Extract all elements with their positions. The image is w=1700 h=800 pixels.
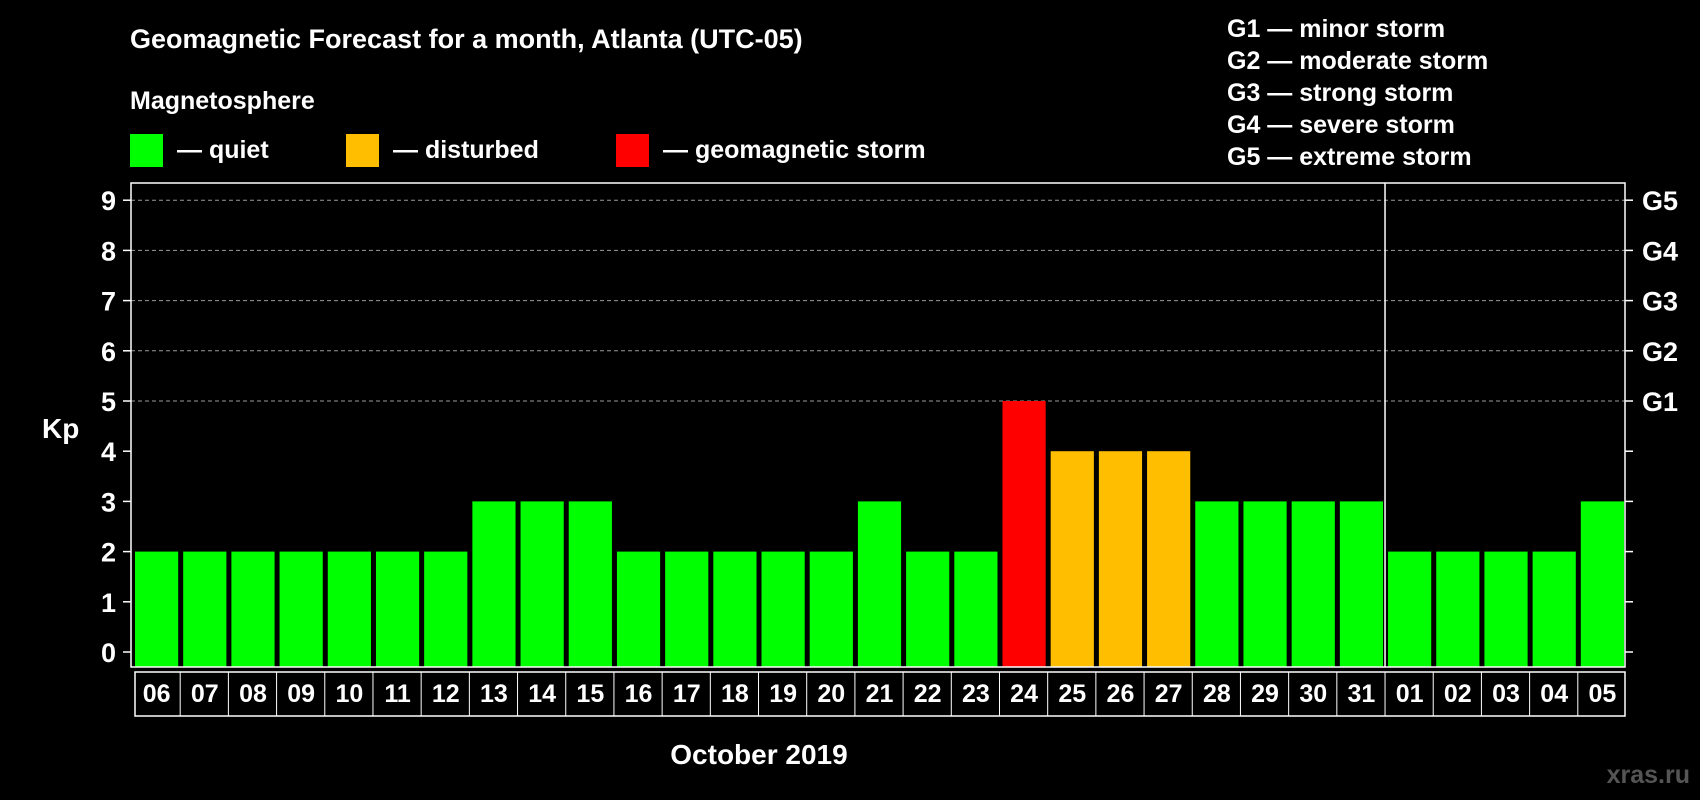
x-tick-label: 16 xyxy=(625,680,653,708)
x-tick-label: 18 xyxy=(721,680,749,708)
storm-scale-item: G3 — strong storm xyxy=(1227,79,1453,107)
x-axis-label: October 2019 xyxy=(670,739,847,770)
plot-frame xyxy=(130,182,1626,668)
x-tick-label: 30 xyxy=(1299,680,1327,708)
x-tick-label: 27 xyxy=(1155,680,1183,708)
bar-05 xyxy=(1580,501,1624,667)
x-tick-label: 26 xyxy=(1107,680,1135,708)
watermark: xras.ru xyxy=(1607,761,1690,789)
bar-03 xyxy=(1484,551,1528,667)
x-tick-label: 09 xyxy=(287,680,315,708)
x-tick-label: 11 xyxy=(384,680,411,708)
x-tick-label: 22 xyxy=(914,680,942,708)
x-tick-label: 04 xyxy=(1540,680,1568,708)
bar-30 xyxy=(1291,501,1335,667)
y-tick-label: 1 xyxy=(101,588,116,618)
x-tick-label: 15 xyxy=(576,680,604,708)
bar-27 xyxy=(1147,451,1191,667)
legend-swatch-storm xyxy=(616,134,649,167)
x-tick-label: 13 xyxy=(480,680,508,708)
bar-20 xyxy=(809,551,853,667)
x-tick-label: 01 xyxy=(1396,680,1424,708)
x-tick-label: 05 xyxy=(1588,680,1616,708)
x-tick-label: 21 xyxy=(866,680,894,708)
x-tick-label: 20 xyxy=(817,680,845,708)
y-tick-label: 8 xyxy=(101,236,116,266)
y-tick-label: 4 xyxy=(101,437,116,467)
y-tick-label: 2 xyxy=(101,538,116,568)
bar-12 xyxy=(424,551,468,667)
bar-14 xyxy=(520,501,564,667)
y-tick-label: 6 xyxy=(101,337,116,367)
x-tick-label: 24 xyxy=(1010,680,1038,708)
bar-01 xyxy=(1388,551,1432,667)
bar-31 xyxy=(1339,501,1384,667)
storm-scale-item: G4 — severe storm xyxy=(1227,111,1455,139)
y-tick-label: 0 xyxy=(101,638,116,668)
legend-label-disturbed: — disturbed xyxy=(393,136,539,164)
legend-swatch-disturbed xyxy=(346,134,379,167)
x-tick-label: 23 xyxy=(962,680,990,708)
bar-25 xyxy=(1050,451,1094,667)
y-tick-label: 9 xyxy=(101,186,116,216)
x-tick-label: 17 xyxy=(673,680,701,708)
y-tick-label: 5 xyxy=(101,387,116,417)
bar-11 xyxy=(375,551,420,667)
x-tick-label: 03 xyxy=(1492,680,1520,708)
storm-scale-item: G1 — minor storm xyxy=(1227,15,1445,43)
legend-label-storm: — geomagnetic storm xyxy=(663,136,926,164)
bar-24 xyxy=(1002,401,1046,667)
bar-02 xyxy=(1436,551,1480,667)
y-tick-label: 3 xyxy=(101,487,116,517)
bar-04 xyxy=(1532,551,1576,667)
bar-17 xyxy=(665,551,709,667)
x-tick-label: 25 xyxy=(1058,680,1086,708)
right-tick-label-g3: G3 xyxy=(1642,287,1678,317)
storm-scale-item: G5 — extreme storm xyxy=(1227,143,1472,171)
storm-scale-item: G2 — moderate storm xyxy=(1227,47,1488,75)
right-tick-label-g5: G5 xyxy=(1642,186,1678,216)
y-axis-label: Kp xyxy=(42,413,79,444)
legend-label-quiet: — quiet xyxy=(177,136,269,164)
bar-07 xyxy=(183,551,227,667)
legend-title: Magnetosphere xyxy=(130,87,315,115)
y-tick-label: 7 xyxy=(101,287,116,317)
chart-title: Geomagnetic Forecast for a month, Atlant… xyxy=(130,24,803,54)
bar-16 xyxy=(616,551,661,667)
bar-15 xyxy=(568,501,612,667)
bar-19 xyxy=(761,551,805,667)
bar-08 xyxy=(231,551,275,667)
x-tick-label: 31 xyxy=(1348,680,1376,708)
right-tick-label-g4: G4 xyxy=(1642,236,1678,266)
x-tick-label: 02 xyxy=(1444,680,1472,708)
x-tick-label: 19 xyxy=(769,680,797,708)
x-tick-label: 29 xyxy=(1251,680,1279,708)
x-tick-label: 14 xyxy=(528,680,556,708)
bar-26 xyxy=(1098,451,1143,667)
bar-13 xyxy=(472,501,516,667)
x-tick-label: 07 xyxy=(191,680,219,708)
legend-swatch-quiet xyxy=(130,134,163,167)
x-tick-label: 06 xyxy=(143,680,171,708)
bar-29 xyxy=(1243,501,1287,667)
x-tick-label: 28 xyxy=(1203,680,1231,708)
bar-22 xyxy=(906,551,950,667)
x-tick-label: 12 xyxy=(432,680,460,708)
bar-18 xyxy=(713,551,757,667)
bar-06 xyxy=(135,551,179,667)
bar-28 xyxy=(1195,501,1239,667)
x-tick-label: 10 xyxy=(335,680,363,708)
bar-23 xyxy=(954,551,998,667)
bar-09 xyxy=(279,551,323,667)
date-strip xyxy=(134,671,1626,717)
bar-21 xyxy=(857,501,902,667)
right-tick-label-g1: G1 xyxy=(1642,387,1678,417)
bar-10 xyxy=(327,551,371,667)
right-tick-label-g2: G2 xyxy=(1642,337,1678,367)
x-tick-label: 08 xyxy=(239,680,267,708)
